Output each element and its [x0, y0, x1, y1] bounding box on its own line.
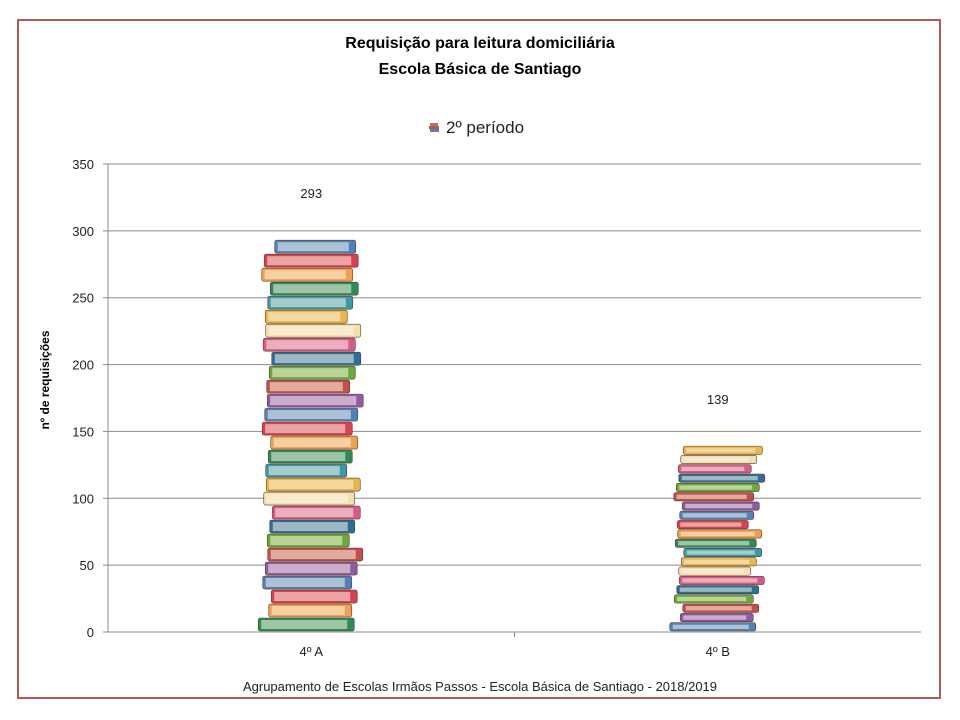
book-pages — [269, 382, 343, 392]
book-pages — [273, 438, 351, 448]
book-pages — [261, 620, 348, 629]
book-pages — [268, 564, 351, 574]
book-pages — [264, 270, 346, 280]
book-pages — [274, 592, 351, 602]
book-pages — [270, 298, 346, 308]
book-pages — [679, 587, 752, 592]
book-pages — [272, 522, 348, 532]
y-tick-label: 0 — [87, 625, 94, 640]
chart-frame — [17, 19, 941, 699]
book-pages — [677, 596, 747, 602]
y-tick-label: 150 — [72, 424, 94, 439]
book-pages — [274, 354, 354, 364]
book-pages — [684, 559, 750, 564]
book-pages — [683, 457, 750, 462]
legend: 2º período — [428, 118, 524, 138]
book-pages — [270, 536, 343, 546]
y-tick-label: 100 — [72, 491, 94, 506]
y-tick-label: 300 — [72, 224, 94, 239]
book-pages — [267, 410, 351, 420]
book-pages — [269, 480, 354, 490]
book-pages — [682, 513, 747, 518]
book-pages — [679, 485, 753, 490]
book-pages — [676, 494, 747, 499]
book-pages — [268, 326, 354, 336]
book-pages — [680, 531, 755, 537]
book-pages — [681, 476, 758, 481]
data-label: 293 — [300, 186, 322, 201]
book-pages — [685, 606, 752, 611]
book-pages — [681, 466, 745, 472]
book-pages — [266, 340, 349, 350]
legend-label: 2º período — [446, 118, 525, 137]
book-pages — [265, 578, 345, 588]
book-pages — [265, 424, 346, 434]
book-pages — [268, 466, 340, 476]
y-tick-label: 350 — [72, 157, 94, 172]
book-pages — [272, 368, 349, 378]
y-tick-label: 200 — [72, 358, 94, 373]
book-pages — [686, 550, 755, 555]
chart-title: Requisição para leitura domiciliária — [345, 35, 615, 52]
book-pages — [267, 256, 352, 266]
book-pages — [268, 312, 341, 322]
book-pages — [277, 242, 349, 252]
bar-4º-B-book-stack — [669, 445, 766, 632]
book-pages — [271, 606, 345, 616]
book-pages — [685, 503, 753, 509]
book-pages — [270, 550, 356, 560]
book-pages — [270, 396, 357, 406]
x-tick-label: 4º A — [299, 644, 323, 659]
chart-subtitle: Escola Básica de Santiago — [378, 61, 582, 78]
book-pages — [266, 494, 348, 504]
book-pages — [672, 624, 749, 629]
book-pages — [273, 284, 352, 294]
y-tick-label: 50 — [80, 558, 94, 573]
book-pages — [682, 578, 758, 583]
book-pages — [681, 568, 744, 574]
bar-4º-A-book-stack — [257, 239, 364, 632]
legend-books-icon — [429, 123, 439, 132]
footer-text: Agrupamento de Escolas Irmãos Passos - E… — [242, 679, 718, 694]
book-pages — [683, 615, 747, 620]
book-pages — [680, 522, 742, 527]
book-pages — [275, 508, 354, 518]
data-label: 139 — [707, 392, 729, 407]
book-pages — [678, 541, 750, 546]
y-tick-label: 250 — [72, 291, 94, 306]
x-tick-label: 4º B — [706, 644, 730, 659]
book-pages — [686, 448, 756, 453]
book-pages — [271, 452, 346, 462]
